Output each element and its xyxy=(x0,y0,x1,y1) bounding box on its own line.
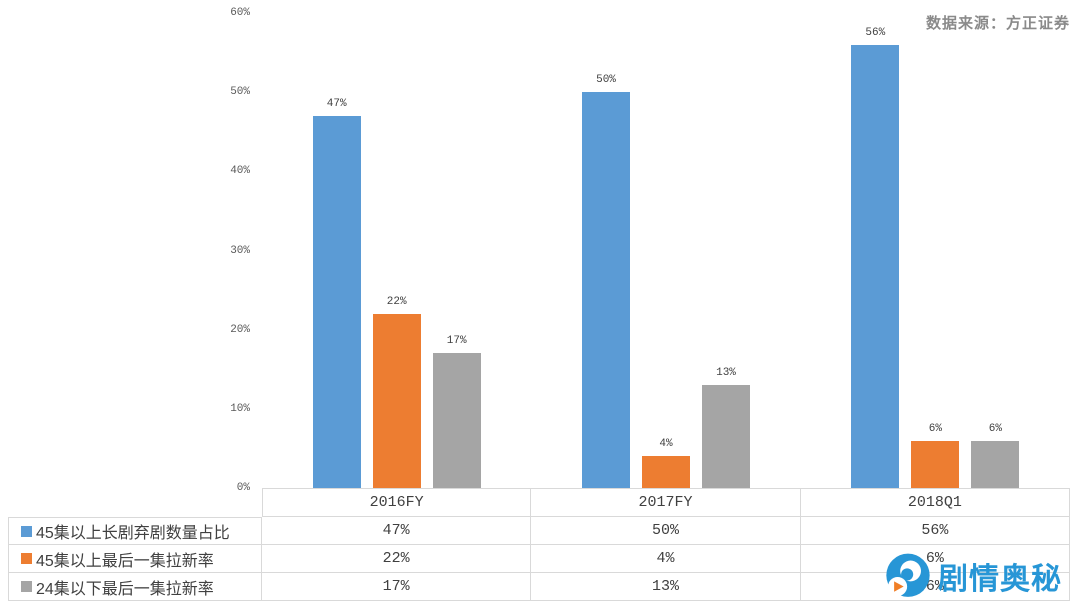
bar-value-label: 4% xyxy=(659,438,673,451)
legend-label: 45集以上长剧弃剧数量占比 xyxy=(36,525,230,542)
legend-row-2: 45集以上最后一集拉新率 xyxy=(8,545,262,573)
y-axis-tick-label: 50% xyxy=(230,86,250,99)
table-value-2016FY-series3: 17% xyxy=(262,573,532,601)
y-axis-tick-label: 0% xyxy=(236,482,250,494)
table-value-2016FY-series2: 22% xyxy=(262,545,532,573)
y-axis-tick-label: 20% xyxy=(230,323,250,336)
bar-value-label: 13% xyxy=(716,367,736,380)
legend-label: 24集以下最后一集拉新率 xyxy=(36,580,214,598)
table-value-2018Q1-series1: 56% xyxy=(800,517,1070,545)
source-note: 数据来源：方正证券 xyxy=(925,15,1070,32)
y-axis: 0% 10% 20% 30% 40% 50% 60% xyxy=(0,0,260,605)
table-value-2017FY-series2: 4% xyxy=(531,545,801,573)
table-value-2018Q1-series2: 6% xyxy=(800,545,1070,573)
bar-2016FY-series1 xyxy=(312,115,361,488)
bar-value-label: 6% xyxy=(928,422,942,435)
bar-value-label: 6% xyxy=(988,422,1002,435)
category-header-2016FY: 2016FY xyxy=(262,488,532,517)
bar-2017FY-series3 xyxy=(702,385,750,488)
bar-2017FY-series1 xyxy=(582,92,630,488)
legend-row-1: 45集以上长剧弃剧数量占比 xyxy=(8,517,262,545)
category-header-2018Q1: 2018Q1 xyxy=(800,488,1070,517)
bar-2017FY-series2 xyxy=(642,456,690,488)
y-axis-tick-label: 40% xyxy=(230,165,250,178)
table-value-2018Q1-series3: 6% xyxy=(800,573,1070,601)
category-header-2017FY: 2017FY xyxy=(531,488,801,517)
legend-swatch xyxy=(21,581,32,592)
legend-row-3: 24集以下最后一集拉新率 xyxy=(8,573,262,601)
bar-value-label: 17% xyxy=(446,335,467,348)
table-value-2016FY-series1: 47% xyxy=(262,517,532,545)
y-axis-tick-label: 60% xyxy=(230,7,250,19)
bar-value-label: 47% xyxy=(326,97,347,110)
bar-2016FY-series2 xyxy=(372,313,421,488)
bar-2018Q1-series2 xyxy=(911,440,960,488)
table-value-2017FY-series1: 50% xyxy=(531,517,801,545)
legend-label: 45集以上最后一集拉新率 xyxy=(36,552,214,570)
bar-2018Q1-series3 xyxy=(971,440,1020,488)
y-axis-tick-label: 30% xyxy=(230,244,250,257)
watermark: 剧情奥秘 xyxy=(882,551,1062,605)
watermark-swirl-play-logo-icon xyxy=(882,551,934,605)
watermark-text: 剧情奥秘 xyxy=(938,562,1062,596)
bar-value-label: 56% xyxy=(865,26,886,39)
bar-value-label: 22% xyxy=(386,295,407,308)
y-axis-tick-label: 10% xyxy=(230,402,250,415)
table-value-2017FY-series3: 13% xyxy=(531,573,801,601)
bar-value-label: 50% xyxy=(596,74,616,87)
legend-swatch xyxy=(21,553,32,564)
bar-2018Q1-series1 xyxy=(851,44,900,488)
bar-2016FY-series3 xyxy=(432,353,481,488)
legend-swatch xyxy=(21,525,32,537)
